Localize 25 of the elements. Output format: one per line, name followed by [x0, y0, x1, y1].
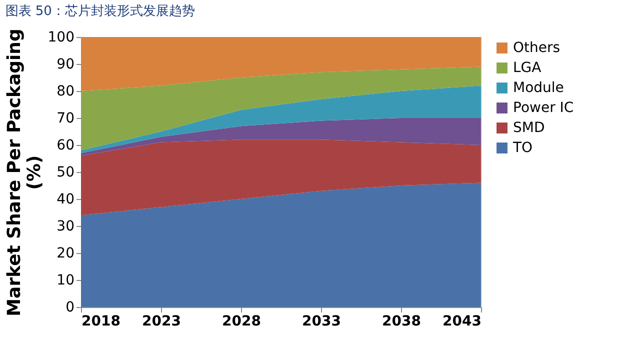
- y-tick-label: 50: [56, 164, 74, 180]
- y-tick-label: 30: [56, 218, 74, 234]
- legend-label: TO: [512, 140, 533, 156]
- y-tick-label: 80: [56, 84, 74, 100]
- y-tick-label: 90: [56, 56, 74, 72]
- legend-label: Module: [513, 80, 564, 96]
- y-tick-label: 0: [66, 300, 74, 316]
- y-axis-title: Market Share Per Packaging (%): [4, 28, 45, 316]
- legend-label: Others: [513, 40, 560, 56]
- x-tick-label: 2033: [302, 314, 341, 330]
- y-tick-label: 60: [56, 138, 74, 154]
- x-tick-label: 2043: [442, 314, 482, 330]
- legend-label: LGA: [513, 60, 542, 76]
- y-tick-label: 40: [56, 192, 74, 208]
- y-tick-label: 20: [56, 246, 74, 262]
- chart-title: 图表 50：芯片封装形式发展趋势: [5, 4, 195, 20]
- y-tick-label: 10: [56, 272, 74, 288]
- x-tick-label: 2028: [222, 314, 261, 330]
- x-tick-label: 2038: [382, 314, 421, 330]
- y-tick-label: 100: [48, 30, 74, 46]
- y-tick-label: 70: [56, 110, 74, 126]
- x-tick-label: 2023: [142, 314, 181, 330]
- x-tick-label: 2018: [82, 314, 120, 330]
- legend-label: SMD: [513, 120, 545, 136]
- legend-label: Power IC: [513, 100, 574, 116]
